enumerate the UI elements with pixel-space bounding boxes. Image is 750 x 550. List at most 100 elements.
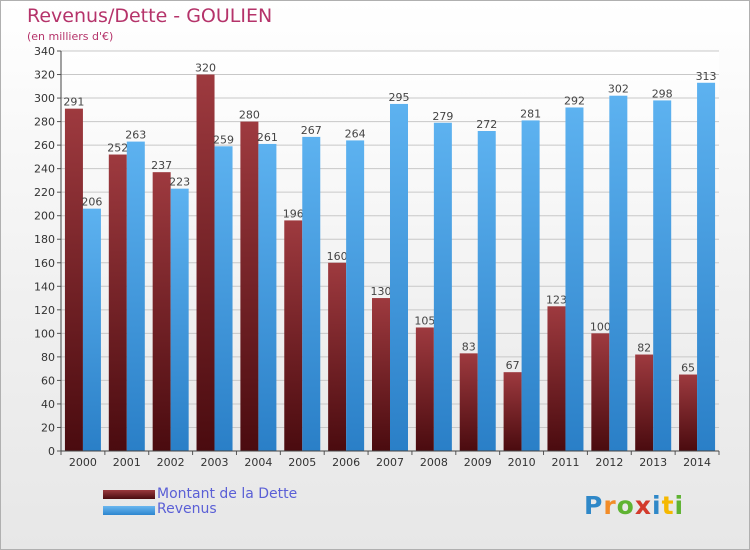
data-label-revenue: 272: [476, 118, 497, 131]
y-tick-label: 60: [41, 374, 55, 387]
data-label-debt: 196: [283, 207, 304, 220]
bar-revenue: [82, 208, 101, 451]
chart-title: Revenus/Dette - GOULIEN: [27, 5, 273, 27]
data-label-debt: 252: [107, 142, 128, 155]
bar-revenue: [346, 140, 365, 452]
bar-revenue: [565, 107, 584, 452]
data-label-debt: 82: [637, 342, 651, 355]
y-tick-label: 20: [41, 421, 55, 434]
x-tick-label: 2001: [113, 456, 141, 469]
data-label-revenue: 267: [301, 124, 322, 137]
y-tick-label: 280: [34, 116, 55, 129]
bar-debt: [635, 354, 654, 451]
data-label-debt: 280: [239, 109, 260, 122]
x-tick-label: 2009: [464, 456, 492, 469]
bar-debt: [240, 121, 259, 452]
bar-debt: [591, 333, 610, 451]
x-tick-label: 2007: [376, 456, 404, 469]
y-tick-label: 160: [34, 257, 55, 270]
bar-debt: [459, 353, 478, 451]
data-label-debt: 320: [195, 62, 216, 75]
bar-debt: [64, 108, 83, 451]
chart-subtitle: (en milliers d'€): [27, 30, 114, 43]
data-label-revenue: 313: [696, 70, 717, 83]
y-tick-label: 0: [48, 445, 55, 458]
bar-debt: [196, 74, 215, 451]
x-tick-label: 2005: [288, 456, 316, 469]
legend-label-revenue: Revenus: [157, 501, 217, 517]
x-tick-label: 2002: [157, 456, 185, 469]
data-label-debt: 237: [151, 159, 172, 172]
bar-revenue: [433, 122, 452, 451]
y-tick-label: 180: [34, 233, 55, 246]
x-tick-label: 2013: [639, 456, 667, 469]
data-label-debt: 65: [681, 362, 695, 375]
bar-revenue: [697, 82, 716, 451]
data-label-debt: 123: [546, 293, 567, 306]
data-label-revenue: 264: [345, 127, 366, 140]
y-tick-label: 340: [34, 45, 55, 58]
data-label-revenue: 223: [169, 176, 190, 189]
y-tick-label: 240: [34, 163, 55, 176]
bar-revenue: [214, 146, 233, 451]
y-tick-label: 120: [34, 304, 55, 317]
x-tick-label: 2004: [244, 456, 272, 469]
data-label-revenue: 263: [125, 129, 146, 142]
x-tick-label: 2006: [332, 456, 360, 469]
data-label-revenue: 295: [389, 91, 410, 104]
bar-revenue: [302, 136, 321, 451]
logo-letter: x: [634, 491, 652, 520]
data-label-debt: 130: [371, 285, 392, 298]
x-tick-label: 2012: [595, 456, 623, 469]
data-label-debt: 83: [462, 340, 476, 353]
data-label-revenue: 279: [432, 110, 453, 123]
y-tick-label: 140: [34, 280, 55, 293]
data-label-revenue: 302: [608, 83, 629, 96]
bar-revenue: [521, 120, 540, 451]
x-tick-label: 2003: [201, 456, 229, 469]
x-tick-label: 2008: [420, 456, 448, 469]
x-tick-label: 2011: [551, 456, 579, 469]
bar-debt: [372, 298, 390, 451]
data-label-revenue: 261: [257, 131, 278, 144]
bar-debt: [284, 220, 303, 451]
legend-label-debt: Montant de la Dette: [157, 486, 298, 502]
logo-letter: i: [674, 491, 685, 520]
bar-revenue: [390, 103, 408, 452]
logo-letter: P: [584, 491, 604, 520]
y-tick-label: 220: [34, 186, 55, 199]
data-label-revenue: 292: [564, 94, 585, 107]
x-tick-label: 2000: [69, 456, 97, 469]
y-tick-label: 100: [34, 327, 55, 340]
bar-debt: [108, 154, 127, 451]
bar-revenue: [258, 143, 277, 452]
logo-letter: t: [661, 491, 675, 520]
logo-letter: o: [616, 491, 635, 520]
bar-revenue: [477, 131, 496, 451]
logo-letter: r: [603, 491, 617, 520]
y-tick-label: 200: [34, 210, 55, 223]
data-label-revenue: 298: [652, 87, 673, 100]
y-tick-label: 300: [34, 92, 55, 105]
bar-revenue: [126, 141, 145, 451]
y-tick-label: 320: [34, 69, 55, 82]
y-tick-label: 80: [41, 351, 55, 364]
bar-debt: [328, 262, 347, 451]
y-tick-label: 260: [34, 139, 55, 152]
data-label-debt: 291: [63, 96, 84, 109]
data-label-debt: 67: [506, 359, 520, 372]
bar-debt: [152, 172, 171, 452]
bar-debt: [679, 374, 698, 451]
data-label-debt: 105: [414, 314, 435, 327]
legend-swatch-debt: [103, 490, 155, 499]
data-label-revenue: 259: [213, 133, 234, 146]
bar-debt: [547, 306, 566, 451]
bar-revenue: [653, 100, 672, 451]
y-tick-label: 40: [41, 398, 55, 411]
data-label-debt: 160: [327, 250, 348, 263]
bar-debt: [415, 327, 434, 451]
data-label-debt: 100: [590, 320, 611, 333]
data-label-revenue: 206: [81, 196, 102, 209]
bar-revenue: [170, 188, 189, 451]
